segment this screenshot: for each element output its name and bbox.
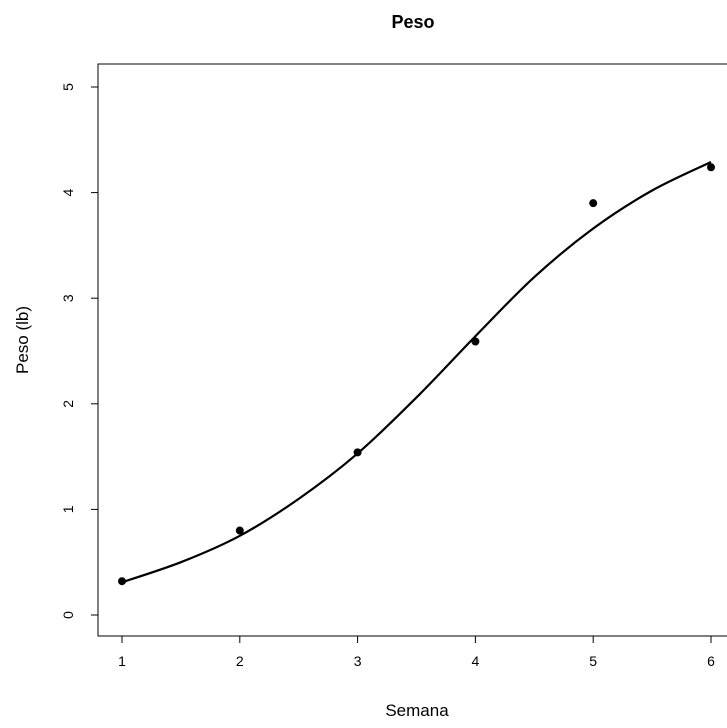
x-tick-label: 2: [236, 653, 244, 669]
y-tick-label: 5: [60, 83, 76, 91]
x-tick-label: 1: [118, 653, 126, 669]
y-axis-label: Peso (lb): [13, 306, 32, 374]
fitted-curve-layer: [121, 160, 712, 584]
data-point: [353, 448, 362, 457]
x-axis-label: Semana: [385, 701, 449, 720]
chart-title: Peso: [391, 12, 434, 32]
y-axis: 0 1 2 3 4 5: [60, 83, 98, 619]
plot-frame: [97, 63, 727, 637]
x-tick-label: 4: [472, 653, 480, 669]
y-tick-label: 0: [60, 611, 76, 619]
data-point: [235, 526, 244, 535]
x-axis: 1 2 3 4 5 6: [118, 636, 715, 669]
data-point: [471, 337, 480, 346]
y-tick-label: 4: [60, 188, 76, 196]
fitted-curve-line: [121, 160, 712, 584]
y-tick-label: 1: [60, 505, 76, 513]
data-point: [589, 199, 598, 208]
data-point: [118, 577, 126, 586]
data-point: [707, 163, 715, 172]
x-tick-label: 3: [354, 653, 362, 669]
x-tick-label: 5: [589, 653, 597, 669]
y-tick-label: 3: [60, 294, 76, 302]
y-tick-label: 2: [60, 400, 76, 408]
data-points-layer: [118, 163, 715, 586]
x-tick-label: 6: [707, 653, 715, 669]
